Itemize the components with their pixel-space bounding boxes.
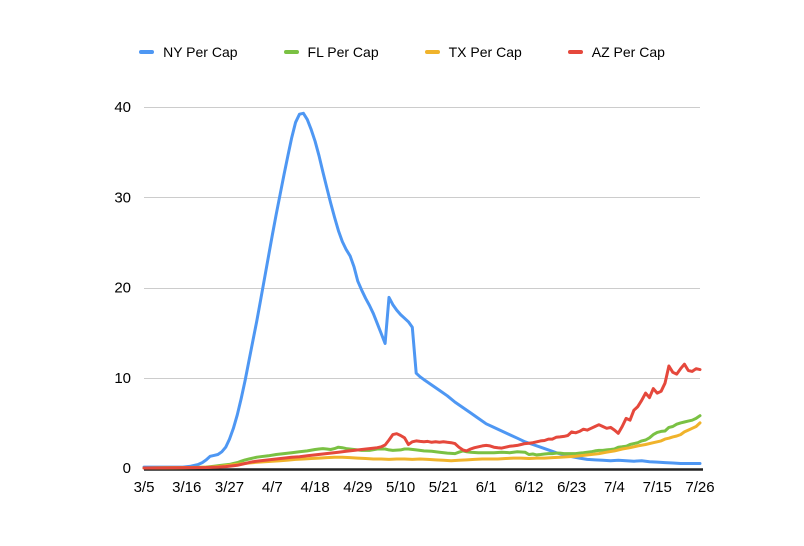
x-tick-label: 4/29 (343, 479, 372, 496)
legend-label-tx: TX Per Cap (448, 44, 522, 60)
x-tick-label: 6/1 (476, 479, 497, 496)
series-line-tx-per-cap (142, 421, 702, 470)
legend-label-az: AZ Per Cap (591, 44, 665, 60)
series-line-az-per-cap (142, 362, 702, 470)
x-tick-label: 6/23 (557, 479, 586, 496)
x-tick-label: 3/5 (134, 479, 155, 496)
x-tick-label: 4/18 (300, 479, 329, 496)
x-tick-label: 5/10 (386, 479, 415, 496)
legend-swatch-tx-icon (424, 50, 440, 54)
legend-label-fl: FL Per Cap (307, 44, 379, 60)
y-tick-label: 40 (114, 99, 131, 116)
legend-item-tx: TX Per Cap (424, 44, 522, 60)
x-tick-label: 7/26 (685, 479, 714, 496)
series-line-fl-per-cap (142, 414, 702, 470)
x-tick-label: 6/12 (514, 479, 543, 496)
y-tick-label: 20 (114, 280, 131, 297)
x-tick-label: 7/4 (604, 479, 625, 496)
legend-swatch-az-icon (567, 50, 583, 54)
y-tick-label: 0 (123, 460, 131, 477)
legend-label-ny: NY Per Cap (163, 44, 238, 60)
series-line-ny-per-cap (142, 111, 702, 469)
x-tick-label: 5/21 (429, 479, 458, 496)
legend-item-ny: NY Per Cap (139, 44, 238, 60)
x-tick-label: 4/7 (262, 479, 283, 496)
y-tick-label: 10 (114, 370, 131, 387)
chart-legend: NY Per Cap FL Per Cap TX Per Cap AZ Per … (0, 44, 804, 60)
legend-item-fl: FL Per Cap (283, 44, 379, 60)
legend-swatch-fl-icon (283, 50, 299, 54)
y-tick-label: 30 (114, 189, 131, 206)
x-tick-label: 3/27 (215, 479, 244, 496)
legend-item-az: AZ Per Cap (567, 44, 665, 60)
legend-swatch-ny-icon (139, 50, 155, 54)
x-tick-label: 7/15 (643, 479, 672, 496)
x-tick-label: 3/16 (172, 479, 201, 496)
